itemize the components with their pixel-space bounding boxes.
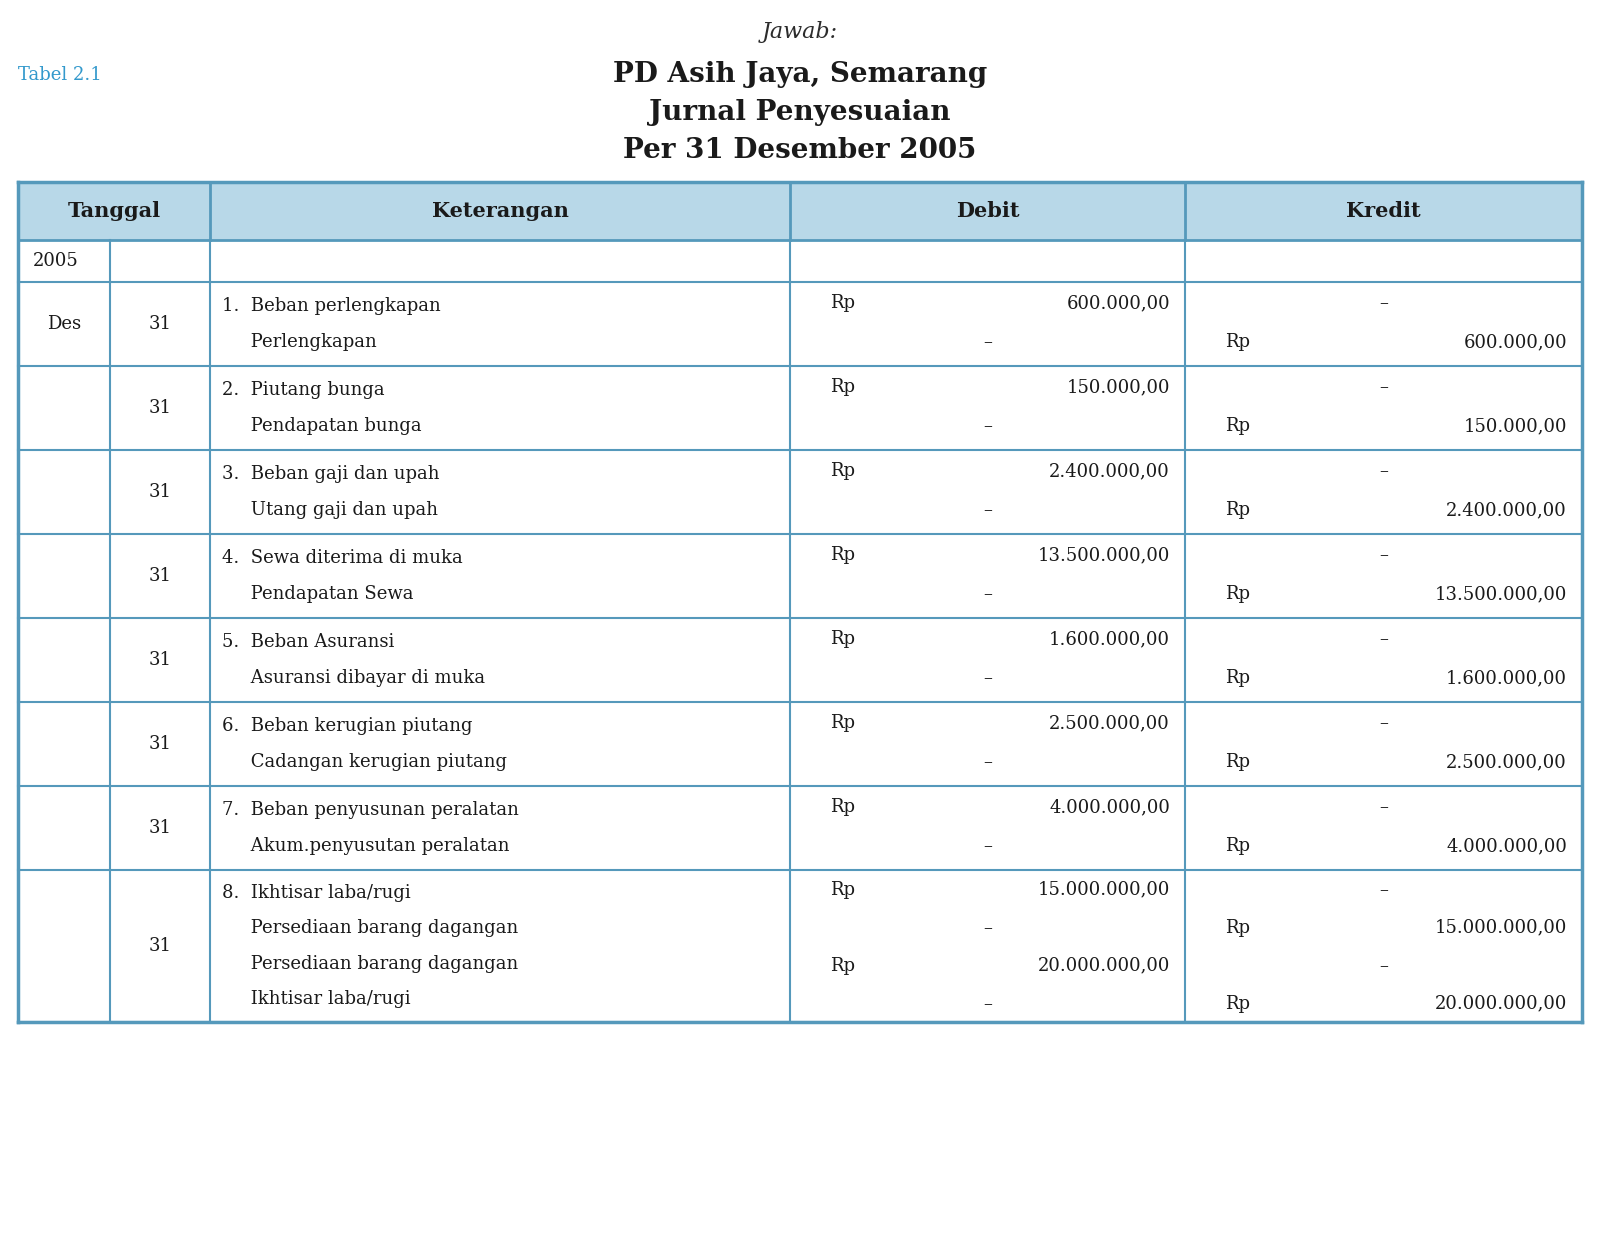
Text: Rp: Rp: [1226, 995, 1250, 1012]
Text: Rp: Rp: [1226, 585, 1250, 604]
Text: 20.000.000,00: 20.000.000,00: [1038, 956, 1170, 975]
Text: Jurnal Penyesuaian: Jurnal Penyesuaian: [650, 99, 950, 125]
Text: Utang gaji dan upah: Utang gaji dan upah: [222, 501, 438, 519]
Text: 4.  Sewa diterima di muka: 4. Sewa diterima di muka: [222, 549, 462, 566]
Text: 3.  Beban gaji dan upah: 3. Beban gaji dan upah: [222, 465, 440, 482]
Text: Rp: Rp: [830, 956, 854, 975]
Text: Debit: Debit: [955, 201, 1019, 221]
Text: 31: 31: [149, 938, 171, 955]
Text: –: –: [982, 754, 992, 771]
Text: Rp: Rp: [1226, 838, 1250, 855]
Text: –: –: [1379, 462, 1387, 480]
Text: 6.  Beban kerugian piutang: 6. Beban kerugian piutang: [222, 716, 472, 735]
Text: Ikhtisar laba/rugi: Ikhtisar laba/rugi: [222, 990, 411, 1008]
Text: Rp: Rp: [830, 798, 854, 816]
Text: 5.  Beban Asuransi: 5. Beban Asuransi: [222, 632, 394, 651]
Text: Perlengkapan: Perlengkapan: [222, 334, 376, 351]
Text: Keterangan: Keterangan: [432, 201, 568, 221]
Text: 7.  Beban penyusunan peralatan: 7. Beban penyusunan peralatan: [222, 801, 518, 819]
Text: Cadangan kerugian piutang: Cadangan kerugian piutang: [222, 754, 507, 771]
Text: Jawab:: Jawab:: [762, 21, 838, 42]
Text: 2.400.000,00: 2.400.000,00: [1446, 501, 1566, 520]
Text: –: –: [1379, 956, 1387, 975]
Text: 31: 31: [149, 399, 171, 418]
Text: Akum.penyusutan peralatan: Akum.penyusutan peralatan: [222, 838, 509, 855]
Text: 8.  Ikhtisar laba/rugi: 8. Ikhtisar laba/rugi: [222, 884, 411, 902]
Text: 600.000,00: 600.000,00: [1066, 294, 1170, 312]
Text: 31: 31: [149, 482, 171, 501]
Text: –: –: [1379, 714, 1387, 732]
Text: 20.000.000,00: 20.000.000,00: [1435, 995, 1566, 1012]
Text: 4.000.000,00: 4.000.000,00: [1050, 798, 1170, 816]
Text: 600.000,00: 600.000,00: [1464, 334, 1566, 351]
Text: Asuransi dibayar di muka: Asuransi dibayar di muka: [222, 669, 485, 688]
Text: 2005: 2005: [34, 253, 78, 270]
Text: Rp: Rp: [1226, 919, 1250, 936]
Text: –: –: [1379, 294, 1387, 312]
Text: 1.  Beban perlengkapan: 1. Beban perlengkapan: [222, 296, 440, 315]
Text: Des: Des: [46, 315, 82, 332]
Text: Rp: Rp: [830, 546, 854, 564]
Bar: [18, 182, 1582, 240]
Text: 1.600.000,00: 1.600.000,00: [1446, 670, 1566, 688]
Text: Rp: Rp: [830, 714, 854, 732]
Text: Pendapatan bunga: Pendapatan bunga: [222, 418, 422, 435]
Text: 15.000.000,00: 15.000.000,00: [1435, 919, 1566, 936]
Text: –: –: [1379, 881, 1387, 899]
Text: 2.  Piutang bunga: 2. Piutang bunga: [222, 381, 384, 399]
Text: PD Asih Jaya, Semarang: PD Asih Jaya, Semarang: [613, 61, 987, 89]
Text: –: –: [1379, 378, 1387, 396]
Text: –: –: [1379, 630, 1387, 648]
Text: 31: 31: [149, 651, 171, 669]
Text: Pendapatan Sewa: Pendapatan Sewa: [222, 585, 413, 604]
Text: Rp: Rp: [1226, 418, 1250, 435]
Text: Rp: Rp: [1226, 670, 1250, 688]
Text: –: –: [982, 670, 992, 688]
Text: 2.500.000,00: 2.500.000,00: [1446, 754, 1566, 771]
Text: 13.500.000,00: 13.500.000,00: [1435, 585, 1566, 604]
Text: Rp: Rp: [830, 881, 854, 899]
Text: Tanggal: Tanggal: [67, 201, 160, 221]
Text: 2.500.000,00: 2.500.000,00: [1050, 714, 1170, 732]
Text: Rp: Rp: [830, 294, 854, 312]
Text: –: –: [982, 838, 992, 855]
Text: Rp: Rp: [830, 630, 854, 648]
Text: 31: 31: [149, 819, 171, 838]
Text: 31: 31: [149, 315, 171, 332]
Text: 31: 31: [149, 568, 171, 585]
Text: 150.000,00: 150.000,00: [1464, 418, 1566, 435]
Text: Persediaan barang dagangan: Persediaan barang dagangan: [222, 955, 518, 972]
Text: –: –: [1379, 546, 1387, 564]
Text: 1.600.000,00: 1.600.000,00: [1050, 630, 1170, 648]
Text: –: –: [982, 585, 992, 604]
Text: –: –: [982, 334, 992, 351]
Text: Kredit: Kredit: [1346, 201, 1421, 221]
Text: Per 31 Desember 2005: Per 31 Desember 2005: [624, 136, 976, 164]
Text: Rp: Rp: [1226, 754, 1250, 771]
Text: Rp: Rp: [830, 378, 854, 396]
Text: 4.000.000,00: 4.000.000,00: [1446, 838, 1566, 855]
Text: 150.000,00: 150.000,00: [1067, 378, 1170, 396]
Text: 31: 31: [149, 735, 171, 752]
Text: 15.000.000,00: 15.000.000,00: [1038, 881, 1170, 899]
Text: –: –: [982, 919, 992, 936]
Text: Persediaan barang dagangan: Persediaan barang dagangan: [222, 919, 518, 938]
Text: 13.500.000,00: 13.500.000,00: [1038, 546, 1170, 564]
Text: Rp: Rp: [1226, 501, 1250, 520]
Text: –: –: [1379, 798, 1387, 816]
Text: Tabel 2.1: Tabel 2.1: [18, 66, 102, 84]
Text: –: –: [982, 995, 992, 1012]
Text: –: –: [982, 418, 992, 435]
Text: Rp: Rp: [1226, 334, 1250, 351]
Text: Rp: Rp: [830, 462, 854, 480]
Text: –: –: [982, 501, 992, 520]
Text: 2.400.000,00: 2.400.000,00: [1050, 462, 1170, 480]
